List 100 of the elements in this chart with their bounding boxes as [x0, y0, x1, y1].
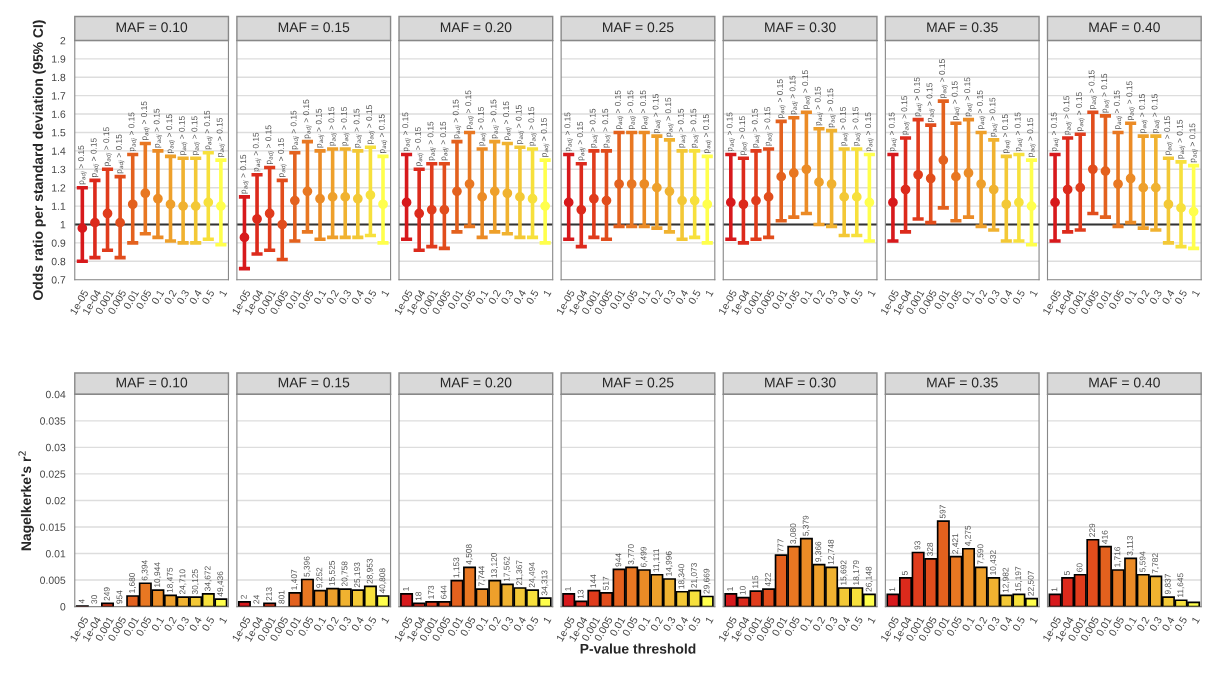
x-tick-label: 0.1 — [799, 616, 813, 632]
annotation: p$_{adj}$ > 0.15 — [1113, 90, 1123, 130]
x-tick-label: 0.4 — [1161, 616, 1175, 632]
x-tick-label: 0.4 — [999, 616, 1013, 632]
annotation: 6,394 — [141, 560, 149, 581]
x-tick-label: 0.2 — [325, 289, 339, 305]
annotation: p$_{adj}$ > 0.15 — [577, 121, 586, 161]
annotation: 18,179 — [853, 560, 860, 585]
annotation: p$_{adj}$ > 0.15 — [764, 106, 773, 146]
x-tick-label: 0.3 — [662, 616, 676, 632]
annotation: p$_{adj}$ > 0.15 — [216, 118, 226, 157]
annotation: 229 — [1089, 523, 1096, 537]
x-tick-label: 0.1 — [475, 289, 489, 305]
x-tick-label: 0.1 — [1123, 616, 1138, 632]
annotation: 17,562 — [503, 556, 511, 582]
annotation: p$_{adj}$ > 0.15 — [640, 90, 649, 130]
annotation: 93 — [914, 541, 921, 550]
annotation: 13,120 — [491, 552, 498, 578]
x-tick-label: 0.1 — [961, 616, 975, 632]
x-tick-label: 0.3 — [1149, 616, 1163, 632]
x-tick-label: 1 — [705, 616, 714, 624]
y-tick-label: 2 — [60, 36, 66, 45]
chart-title: MAF = 0.35 — [927, 22, 998, 33]
x-tick-label: 0.4 — [675, 616, 689, 632]
x-tick-label: 0.2 — [974, 289, 988, 305]
x-tick-label: 1 — [218, 289, 228, 297]
x-tick-label: 0.5 — [849, 616, 864, 632]
annotation: p$_{adj}$ > 0.15 — [913, 77, 923, 117]
x-tick-label: 0.2 — [650, 289, 664, 305]
x-tick-label: 0.5 — [1174, 289, 1188, 305]
annotation: p$_{adj}$ > 0.15 — [652, 94, 662, 133]
x-tick-label: 0.4 — [675, 289, 689, 305]
annotation: p$_{adj}$ > 0.15 — [1002, 114, 1011, 153]
annotation: p$_{adj}$ > 0.15 — [191, 116, 200, 155]
annotation: p$_{adj}$ > 0.15 — [103, 127, 112, 166]
x-tick-label: 0.4 — [188, 616, 203, 632]
x-tick-label: 0.3 — [500, 289, 514, 305]
annotation: p$_{adj}$ > 0.15 — [178, 116, 188, 155]
x-tick-label: 1 — [1191, 289, 1200, 297]
annotation: 11,111 — [653, 548, 661, 572]
x-tick-label: 0.2 — [163, 289, 177, 305]
x-tick-label: 0.4 — [999, 289, 1013, 305]
annotation: 15,525 — [328, 560, 336, 586]
annotation: p$_{adj}$ > 0.15 — [1126, 81, 1135, 120]
annotation: 20,758 — [341, 561, 349, 587]
y-tick-label: 0.01 — [45, 550, 66, 558]
annotation: p$_{adj}$ > 0.15 — [665, 97, 674, 137]
annotation: 34,313 — [541, 570, 549, 596]
annotation: 18 — [415, 591, 422, 601]
annotation: 3,113 — [1126, 535, 1134, 556]
annotation: p$_{adj}$ > 0.15 — [240, 154, 249, 194]
annotation: p$_{adj}$ > 0.15 — [515, 105, 525, 144]
annotation: p$_{adj}$ > 0.15 — [614, 90, 624, 130]
annotation: 24 — [253, 595, 260, 604]
annotation: 173 — [428, 585, 434, 599]
annotation: p$_{adj}$ > 0.15 — [690, 108, 699, 148]
x-tick-label: 1 — [1191, 616, 1200, 624]
x-tick-label: 0.2 — [1136, 289, 1150, 305]
x-tick-label: 0.3 — [338, 616, 352, 632]
chart-title: MAF = 0.10 — [116, 22, 188, 33]
annotation: p$_{adj}$ > 0.15 — [564, 112, 573, 152]
x-tick-label: 0.4 — [513, 616, 527, 632]
annotation: 7,782 — [1152, 553, 1160, 574]
x-tick-label: 0.3 — [176, 616, 190, 632]
annotation: p$_{adj}$ > 0.15 — [490, 99, 499, 139]
annotation: p$_{adj}$ > 0.15 — [1027, 118, 1036, 157]
y-tick-label: 1.1 — [52, 202, 66, 210]
chart-title: MAF = 0.40 — [1089, 377, 1160, 388]
annotation: p$_{adj}$ > 0.15 — [627, 90, 636, 130]
x-tick-label: 0.5 — [1174, 616, 1188, 632]
y-tick-label: 1.9 — [52, 55, 66, 63]
annotation: 24,710 — [179, 569, 187, 595]
annotation: 28,953 — [366, 558, 374, 584]
annotation: 7,590 — [977, 544, 985, 565]
annotation: 3,080 — [790, 523, 798, 544]
annotation: 14,996 — [665, 551, 673, 576]
chart-title: MAF = 0.25 — [603, 377, 674, 388]
annotation: 40,808 — [379, 568, 387, 594]
annotation: p$_{adj}$ > 0.15 — [901, 95, 910, 135]
annotation: p$_{adj}$ > 0.15 — [1076, 92, 1085, 131]
annotation: p$_{adj}$ > 0.15 — [1151, 94, 1161, 133]
annotation: p$_{adj}$ > 0.15 — [677, 108, 687, 148]
y-tick-label: 0.015 — [40, 523, 66, 531]
annotation: 30,125 — [192, 569, 199, 595]
x-tick-label: 1 — [1029, 616, 1038, 624]
x-tick-label: 0.2 — [163, 616, 177, 632]
x-tick-label: 0.5 — [525, 289, 539, 305]
y-tick-label: 0 — [60, 603, 66, 611]
annotation: p$_{adj}$ > 0.15 — [865, 112, 874, 152]
annotation: p$_{adj}$ > 0.15 — [328, 106, 337, 146]
x-tick-label: 1 — [380, 289, 390, 297]
annotation: p$_{adj}$ > 0.15 — [589, 108, 599, 148]
annotation: p$_{adj}$ > 0.15 — [503, 101, 512, 141]
annotation: 12,982 — [1002, 567, 1010, 593]
chart-title: MAF = 0.20 — [440, 22, 512, 33]
x-tick-label: 0.5 — [363, 289, 377, 305]
y-tick-label: 1.8 — [52, 73, 66, 82]
y-tick-label: 0.025 — [40, 470, 66, 478]
annotation: p$_{adj}$ > 0.15 — [1101, 73, 1110, 113]
annotation: p$_{adj}$ > 0.15 — [839, 106, 849, 146]
